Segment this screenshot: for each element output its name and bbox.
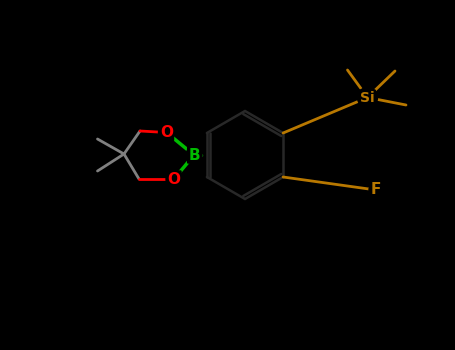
Circle shape [166,171,182,187]
Circle shape [358,88,378,107]
Text: O: O [167,172,181,187]
Text: O: O [160,125,173,140]
Circle shape [369,183,383,197]
Circle shape [158,125,175,140]
Text: Si: Si [360,91,375,105]
Text: F: F [371,182,381,197]
Text: B: B [188,147,200,162]
Circle shape [186,147,202,163]
